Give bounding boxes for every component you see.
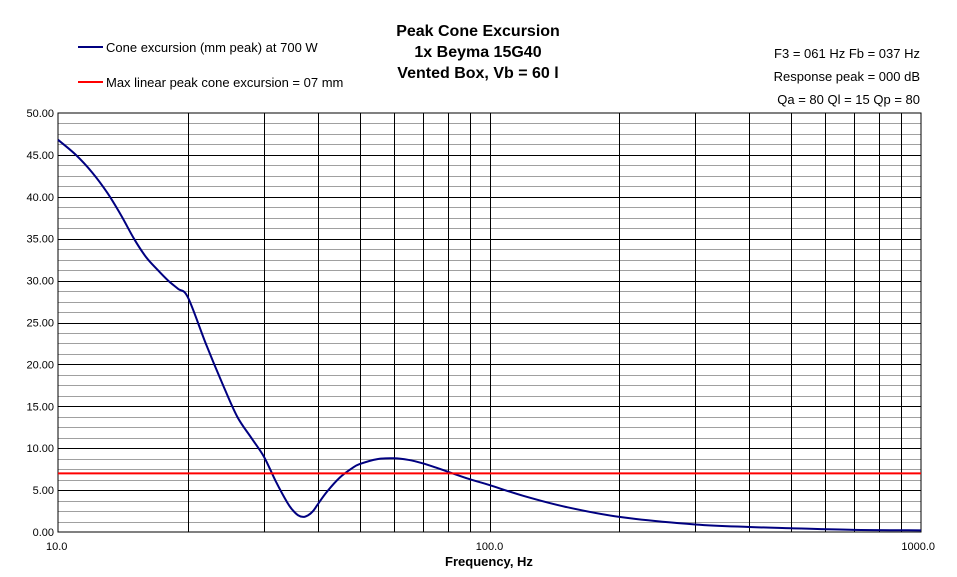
param-f3-fb: F3 = 061 Hz Fb = 037 Hz	[774, 46, 920, 61]
chart-title-line-1: Peak Cone Excursion	[396, 23, 560, 40]
x-tick-label: 10.0	[46, 541, 67, 553]
legend-label-max-linear: Max linear peak cone excursion = 07 mm	[106, 75, 343, 90]
param-q-values: Qa = 80 Ql = 15 Qp = 80	[777, 92, 920, 107]
y-tick-label: 40.00	[26, 192, 54, 204]
chart-title-line-3: Vented Box, Vb = 60 l	[397, 65, 558, 82]
y-tick-label: 45.00	[26, 150, 54, 162]
legend: Cone excursion (mm peak) at 700 W Max li…	[78, 40, 343, 90]
y-tick-label: 50.00	[26, 108, 54, 120]
series-line-cone-excursion	[57, 139, 922, 532]
x-tick-label: 1000.0	[901, 541, 935, 553]
series-lines	[57, 139, 922, 532]
y-tick-label: 30.00	[26, 276, 54, 288]
plot-area-frame	[57, 112, 922, 533]
x-tick-label: 100.0	[476, 541, 504, 553]
x-axis-label: Frequency, Hz	[445, 554, 533, 569]
x-tick-labels: 10.0 100.0 1000.0	[46, 541, 935, 553]
y-tick-label: 25.00	[26, 318, 54, 330]
y-tick-labels: 50.00 45.00 40.00 35.00 30.00 25.00 20.00 15.00…	[26, 108, 54, 539]
param-response-peak: Response peak = 000 dB	[774, 69, 920, 84]
legend-label-cone-excursion: Cone excursion (mm peak) at 700 W	[106, 40, 318, 55]
chart-title-line-2: 1x Beyma 15G40	[414, 44, 541, 61]
grid-lines	[58, 113, 921, 532]
y-tick-label: 15.00	[26, 401, 54, 413]
y-tick-label: 0.00	[33, 527, 54, 539]
y-tick-label: 35.00	[26, 234, 54, 246]
y-tick-label: 20.00	[26, 359, 54, 371]
y-tick-label: 10.00	[26, 443, 54, 455]
y-tick-label: 5.00	[33, 485, 54, 497]
